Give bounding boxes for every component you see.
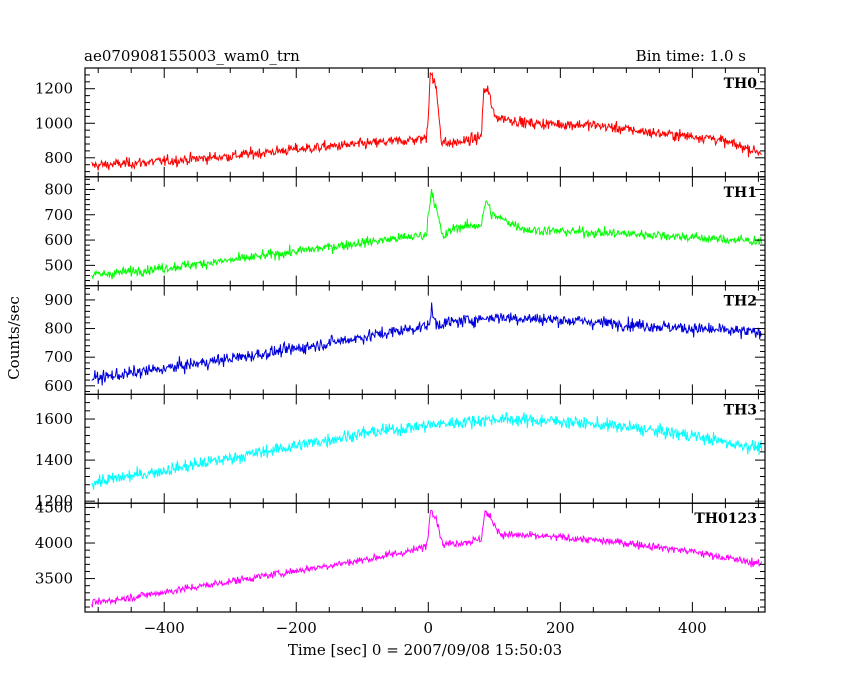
y-tick-label: 3500: [35, 570, 73, 588]
series-line-th0123: [91, 509, 763, 608]
series-line-th3: [91, 412, 763, 490]
panel-frame: [84, 502, 766, 613]
panel-label-th1: TH1: [724, 185, 757, 201]
series-line-th0: [91, 72, 762, 171]
panel-th0123: 3500 4000 4500 TH0123: [35, 498, 766, 613]
y-tick-label: 500: [44, 256, 73, 274]
y-tick-label: 4500: [35, 498, 73, 516]
panel-th0: 800 1000 1200 TH0: [35, 67, 766, 178]
y-tick-label: 800: [44, 320, 73, 338]
chart-title: ae070908155003_wam0_trn: [84, 47, 300, 65]
y-tick-label: 600: [44, 377, 73, 395]
panel-frame: [84, 176, 766, 287]
panel-label-th0123: TH0123: [694, 511, 757, 527]
x-axis-label: Time [sec] 0 = 2007/09/08 15:50:03: [288, 641, 562, 659]
y-axis-label: Counts/sec: [5, 296, 23, 380]
y-tick-label: 700: [44, 206, 73, 224]
y-tick-label: 1400: [35, 451, 73, 469]
panel-frame: [84, 393, 766, 504]
x-tick-label: 400: [678, 619, 707, 637]
y-tick-label: 4000: [35, 534, 73, 552]
series-line-th1: [91, 188, 763, 281]
panel-th3: 1200 1400 1600 TH3: [35, 393, 766, 510]
y-tick-label: 800: [44, 180, 73, 198]
y-tick-label: 600: [44, 231, 73, 249]
y-tick-label: 800: [44, 149, 73, 167]
y-tick-label: 1600: [35, 410, 73, 428]
x-tick-label: −400: [144, 619, 185, 637]
x-tick-label: −200: [276, 619, 317, 637]
bin-time-label: Bin time: 1.0 s: [636, 47, 746, 65]
y-tick-label: 900: [44, 291, 73, 309]
panel-label-th0: TH0: [724, 76, 758, 92]
panel-label-th2: TH2: [724, 294, 757, 310]
panel-frame: [84, 285, 766, 396]
panel-label-th3: TH3: [724, 402, 757, 418]
y-tick-label: 700: [44, 348, 73, 366]
panels-group: 800 1000 1200 TH0 500 600 700 800 TH1 600 700 800 90…: [35, 67, 766, 637]
y-tick-label: 1000: [35, 114, 73, 132]
y-tick-label: 1200: [35, 492, 73, 510]
series-line-th2: [91, 302, 763, 386]
x-tick-label: 0: [424, 619, 434, 637]
y-tick-label: 1200: [35, 80, 73, 98]
x-tick-label: 200: [546, 619, 575, 637]
panel-th2: 600 700 800 900 TH2: [44, 285, 766, 396]
panel-th1: 500 600 700 800 TH1: [44, 176, 766, 287]
